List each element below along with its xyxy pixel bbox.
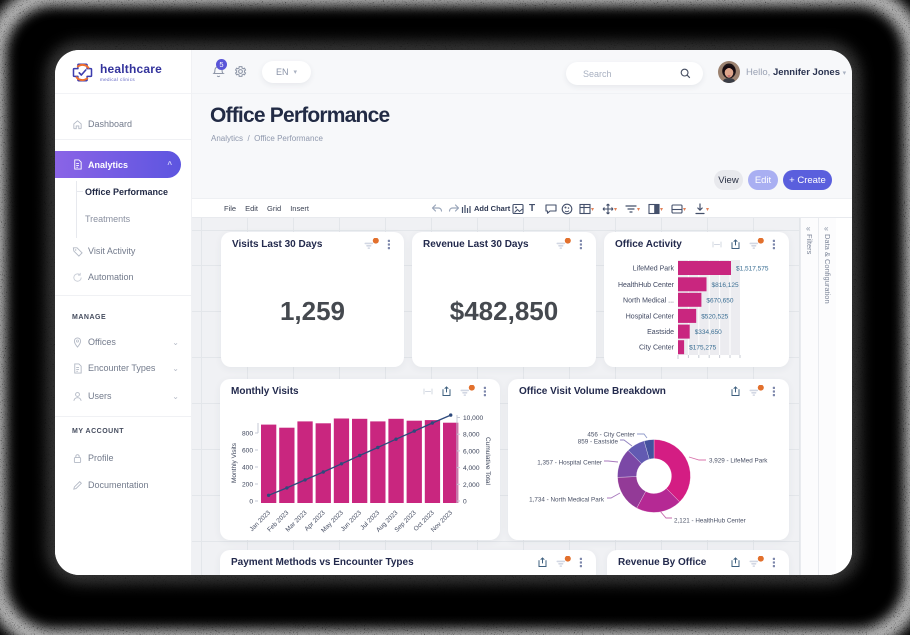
svg-text:$520,525: $520,525 (701, 313, 728, 320)
svg-text:North Medical ...: North Medical ... (623, 297, 674, 304)
svg-text:Monthly Visits: Monthly Visits (231, 442, 238, 483)
svg-text:10,000: 10,000 (463, 415, 484, 422)
svg-text:6,000: 6,000 (463, 448, 480, 455)
svg-text:$175,275: $175,275 (689, 345, 716, 352)
svg-text:Hospital Center: Hospital Center (626, 313, 675, 320)
svg-text:400: 400 (242, 465, 253, 472)
svg-text:$670,650: $670,650 (706, 297, 733, 304)
svg-text:$816,125: $816,125 (712, 282, 739, 289)
svg-text:2,121 - HealthHub Center: 2,121 - HealthHub Center (674, 518, 746, 525)
svg-text:3,929 - LifeMed Park: 3,929 - LifeMed Park (709, 458, 768, 465)
svg-text:456 - City Center: 456 - City Center (587, 432, 635, 439)
svg-text:$1,517,575: $1,517,575 (736, 266, 769, 273)
svg-text:8,000: 8,000 (463, 432, 480, 439)
svg-text:HealthHub Center: HealthHub Center (618, 282, 675, 289)
svg-text:200: 200 (242, 482, 253, 489)
svg-text:$334,650: $334,650 (695, 329, 722, 336)
svg-text:Cumulative Total: Cumulative Total (484, 437, 491, 485)
svg-text:LifeMed Park: LifeMed Park (633, 266, 675, 273)
svg-text:4,000: 4,000 (463, 465, 480, 472)
svg-text:Eastside: Eastside (647, 329, 674, 336)
svg-text:859 - Eastside: 859 - Eastside (578, 439, 619, 446)
svg-text:2,000: 2,000 (463, 482, 480, 489)
svg-text:600: 600 (242, 448, 253, 455)
svg-text:1,357 - Hospital Center: 1,357 - Hospital Center (537, 460, 602, 467)
svg-text:0: 0 (249, 499, 253, 506)
svg-text:0: 0 (463, 499, 467, 506)
svg-text:1,734 - North Medical Park: 1,734 - North Medical Park (529, 497, 605, 504)
svg-text:City Center: City Center (639, 345, 675, 352)
svg-text:800: 800 (242, 431, 253, 438)
